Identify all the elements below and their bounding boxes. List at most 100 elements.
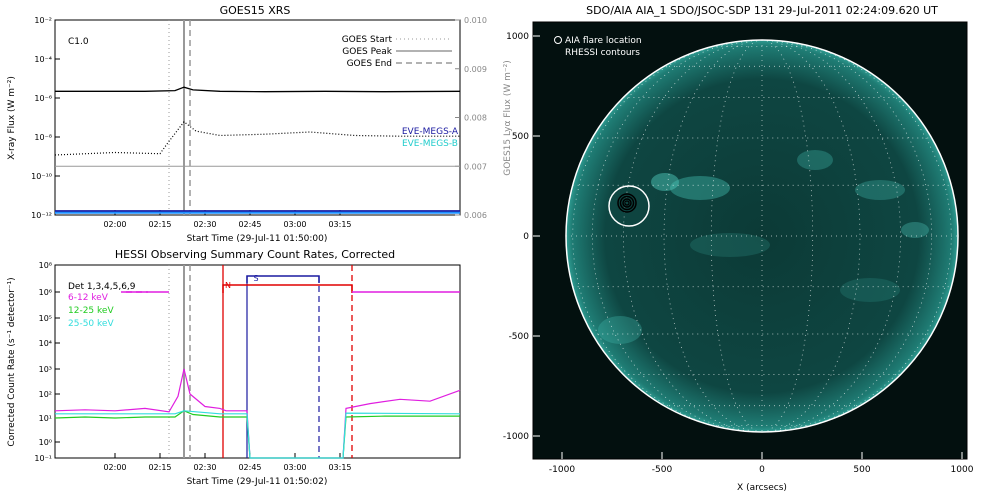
hessi-x-tick-label: 02:45 xyxy=(238,463,261,472)
aia-x-tick-label: 500 xyxy=(853,465,870,475)
aia-title: SDO/AIA AIA_1 SDO/JSOC-SDP 131 29-Jul-20… xyxy=(586,4,938,17)
goes-plot-frame xyxy=(54,19,461,216)
goes-x-tick-label: 02:30 xyxy=(193,220,216,229)
hessi-plot-frame xyxy=(54,264,461,459)
aia-x-tick-label: 0 xyxy=(759,465,765,475)
hessi-y-tick-label: 10² xyxy=(39,390,52,399)
goes-y-ticks-left: 10⁻² 10⁻⁴ 10⁻⁶ 10⁻⁸ 10⁻¹⁰ 10⁻¹² xyxy=(31,16,60,220)
aia-x-tick-label: -500 xyxy=(652,465,673,475)
goes-ylabel-right: GOES15 Lyα Flux (W m⁻²) xyxy=(503,60,513,176)
goes-legend-start-label: GOES Start xyxy=(342,35,393,45)
hessi-x-tick-label: 03:00 xyxy=(283,463,306,472)
hessi-6-12-kev-line xyxy=(54,368,461,459)
goes-y-tick-label: 10⁻² xyxy=(34,16,52,25)
goes-y-tick-label: 10⁻¹² xyxy=(31,211,52,220)
hessi-y-tick-label: 10⁴ xyxy=(39,339,52,348)
hessi-ylabel: Corrected Count Rate (s⁻¹ detector⁻¹) xyxy=(7,277,17,446)
goes-y-tick-label: 10⁻⁶ xyxy=(34,94,52,103)
goes-y-tick-right-label: 0.010 xyxy=(464,16,487,25)
aia-y-tick-label: -500 xyxy=(509,332,530,342)
goes-legend-peak-label: GOES Peak xyxy=(342,47,392,57)
rhessi-contour xyxy=(622,198,632,208)
goes-series xyxy=(54,20,461,215)
goes-xlabel: Start Time (29-Jul-11 01:50:00) xyxy=(187,234,328,244)
goes-y-tick-right-label: 0.008 xyxy=(464,114,487,123)
active-region xyxy=(840,278,900,302)
goes-long-channel-line xyxy=(55,86,461,93)
night-bar xyxy=(222,284,353,293)
goes-x-tick-label: 03:00 xyxy=(283,220,306,229)
eve-megs-b-label: EVE-MEGS-B xyxy=(402,139,458,149)
hessi-legend-25-50: 25-50 keV xyxy=(68,319,114,329)
goes-x-tick-label: 02:45 xyxy=(238,220,261,229)
sun-grid xyxy=(566,40,958,432)
saa-bar xyxy=(246,275,320,283)
aia-legend-rhessi: RHESSI contours xyxy=(565,48,640,58)
goes-y-tick-label: 10⁻¹⁰ xyxy=(31,172,52,181)
active-region xyxy=(690,233,770,257)
aia-y-ticks: 1000 500 0 -500 -1000 xyxy=(503,32,540,442)
hessi-x-tick-label: 02:15 xyxy=(148,463,171,472)
aia-x-tick-label: 1000 xyxy=(951,465,974,475)
hessi-marker-night: N xyxy=(225,281,231,290)
goes-legend: GOES Start GOES Peak GOES End xyxy=(342,35,452,69)
hessi-marker-saa: S xyxy=(253,274,258,283)
sun-active-regions xyxy=(598,150,929,344)
active-region xyxy=(670,176,730,200)
active-region xyxy=(598,316,642,344)
goes-legend-end-label: GOES End xyxy=(347,59,392,69)
hessi-legend-6-12: 6-12 keV xyxy=(68,293,109,303)
hessi-y-tick-label: 10³ xyxy=(39,365,52,374)
hessi-legend-det: Det 1,3,4,5,6,9 xyxy=(68,282,136,292)
goes-y-tick-right-label: 0.007 xyxy=(464,162,487,171)
aia-y-tick-label: 500 xyxy=(512,132,529,142)
goes-x-tick-label: 03:15 xyxy=(328,220,351,229)
goes-x-tick-label: 02:15 xyxy=(148,220,171,229)
aia-legend-flare: AIA flare location xyxy=(565,36,642,46)
aia-image-frame xyxy=(532,21,968,460)
hessi-y-tick-label: 10⁰ xyxy=(39,438,52,447)
hessi-title: HESSI Observing Summary Count Rates, Cor… xyxy=(115,248,395,261)
goes-short-channel-line xyxy=(54,120,460,156)
hessi-y-tick-label: 10⁻¹ xyxy=(34,454,52,463)
goes-class-label: C1.0 xyxy=(68,37,89,47)
aia-panel: SDO/AIA AIA_1 SDO/JSOC-SDP 131 29-Jul-20… xyxy=(503,4,974,493)
hessi-y-tick-label: 10⁶ xyxy=(39,288,52,297)
aia-x-tick-label: -1000 xyxy=(549,465,575,475)
longitude-gridline xyxy=(710,40,763,432)
hessi-x-tick-label: 02:00 xyxy=(103,463,126,472)
aia-y-tick-label: 1000 xyxy=(506,32,529,42)
hessi-y-tick-label: 10⁸ xyxy=(39,261,52,270)
hessi-25-50-kev-line xyxy=(55,410,461,459)
goes-title: GOES15 XRS xyxy=(220,4,291,17)
hessi-y-tick-label: 10⁵ xyxy=(39,314,52,323)
active-region xyxy=(651,173,679,191)
hessi-legend: Det 1,3,4,5,6,9 6-12 keV 12-25 keV 25-50… xyxy=(68,282,136,329)
eve-megs-a-label: EVE-MEGS-A xyxy=(402,127,459,137)
rhessi-contour xyxy=(619,195,635,211)
aia-xlabel: X (arcsecs) xyxy=(737,483,787,493)
active-region xyxy=(855,180,905,200)
rhessi-contour xyxy=(624,200,630,206)
aia-x-ticks: -1000 -500 0 500 1000 xyxy=(549,452,974,475)
aia-y-tick-label: -1000 xyxy=(503,432,529,442)
active-region xyxy=(901,222,929,238)
aia-flare-location-circle xyxy=(608,185,650,227)
hessi-legend-12-25: 12-25 keV xyxy=(68,306,114,316)
goes-y-tick-label: 10⁻⁸ xyxy=(34,133,52,142)
hessi-x-ticks: 02:00 02:15 02:30 02:45 03:00 03:15 xyxy=(103,453,352,472)
longitude-gridline xyxy=(761,40,814,432)
active-region xyxy=(797,150,833,170)
hessi-series xyxy=(54,265,461,459)
goes-y-tick-label: 10⁻⁴ xyxy=(34,55,52,64)
hessi-panel: HESSI Observing Summary Count Rates, Cor… xyxy=(7,248,461,487)
hessi-x-tick-label: 03:15 xyxy=(328,463,351,472)
goes-y-tick-right-label: 0.009 xyxy=(464,65,487,74)
hessi-x-tick-label: 02:30 xyxy=(193,463,216,472)
solar-limb xyxy=(565,39,959,433)
hessi-y-tick-label: 10¹ xyxy=(39,414,52,423)
hessi-xlabel: Start Time (29-Jul-11 01:50:02) xyxy=(187,477,328,487)
hessi-12-25-kev-line xyxy=(54,410,460,459)
goes-panel: GOES15 XRS C1.0 X-ray Flux (W m⁻²) GOES1… xyxy=(7,4,513,244)
